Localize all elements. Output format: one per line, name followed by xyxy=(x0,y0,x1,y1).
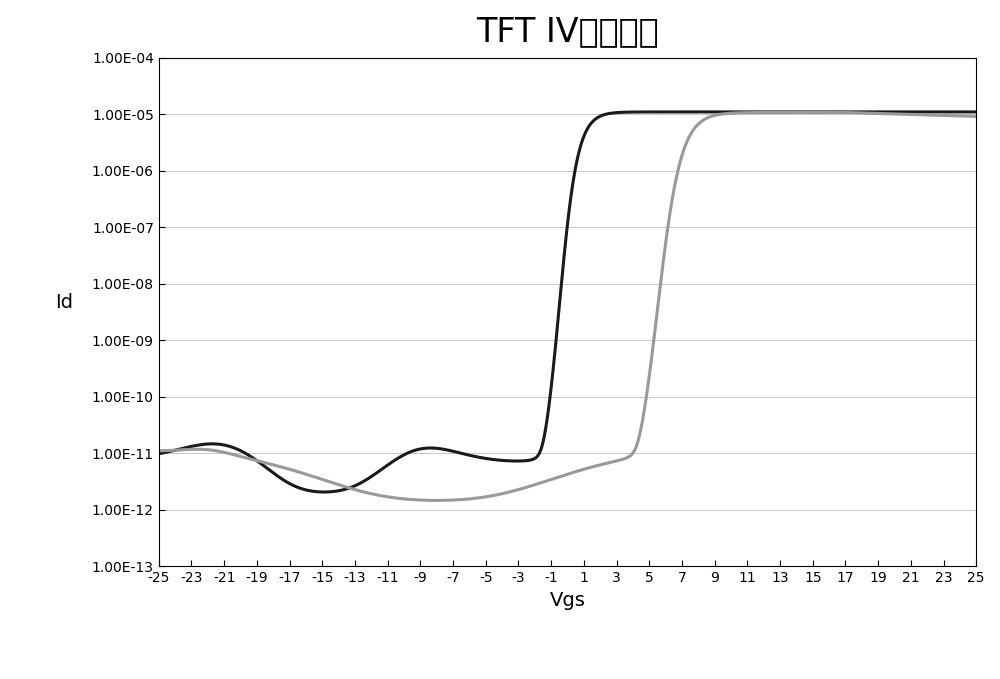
Y-axis label: Id: Id xyxy=(55,293,73,312)
X-axis label: Vgs: Vgs xyxy=(550,591,585,610)
Title: TFT IV特性曲线: TFT IV特性曲线 xyxy=(476,15,659,48)
